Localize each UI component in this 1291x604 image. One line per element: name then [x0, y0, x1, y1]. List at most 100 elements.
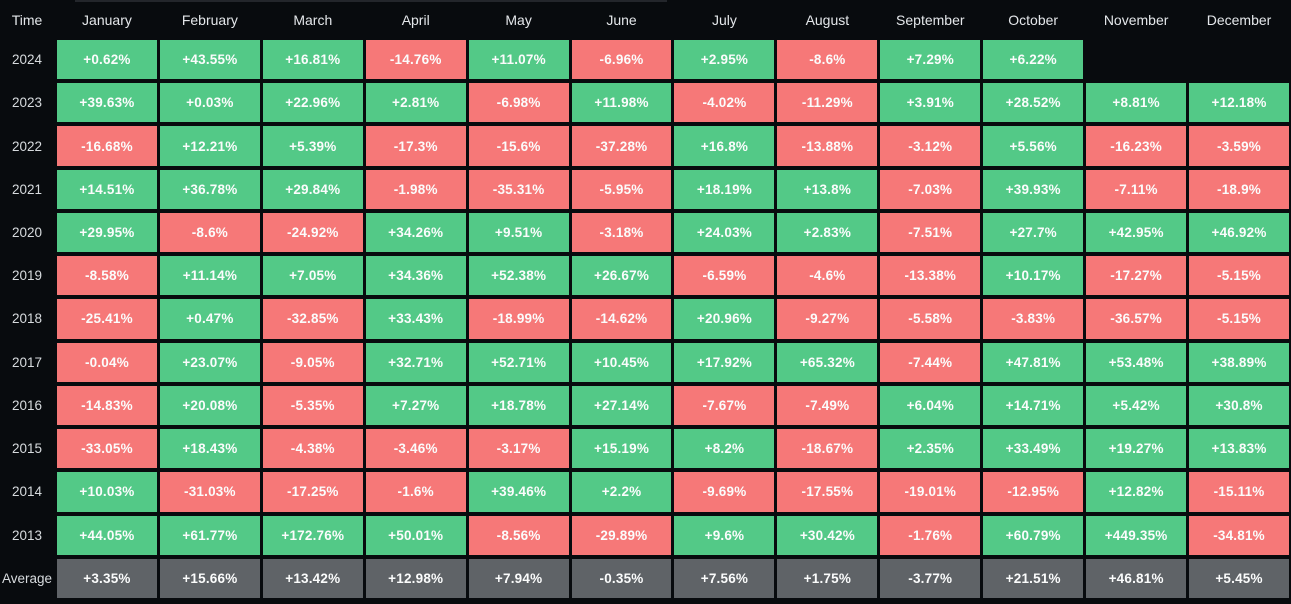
return-cell: +28.52% [983, 83, 1084, 123]
return-cell [1189, 40, 1289, 79]
month-header: May [505, 12, 532, 28]
return-cell: +14.71% [983, 385, 1084, 426]
month-header: July [711, 12, 737, 28]
return-cell: +16.81% [262, 40, 363, 80]
return-cell: -16.23% [1086, 126, 1187, 166]
return-cell: +36.78% [159, 169, 260, 209]
return-cell: +11.07% [468, 40, 569, 80]
return-cell: +6.04% [880, 385, 981, 426]
return-cell: +2.81% [365, 83, 466, 123]
return-cell: +50.01% [365, 515, 466, 555]
top-scroll-line [75, 0, 667, 2]
return-cell: +5.42% [1086, 385, 1187, 426]
return-cell: +449.35% [1086, 515, 1187, 555]
return-cell: -8.58% [57, 256, 157, 296]
return-cell: -3.17% [468, 429, 569, 469]
return-cell: +15.19% [571, 429, 672, 469]
return-cell: +29.95% [57, 212, 157, 253]
return-cell: -1.76% [880, 515, 981, 555]
return-cell: +22.96% [262, 83, 363, 123]
return-cell: +47.81% [983, 342, 1084, 382]
return-cell: +18.43% [159, 429, 260, 469]
return-cell: -17.27% [1086, 256, 1187, 296]
return-cell: +5.45% [1189, 558, 1289, 598]
return-cell: +39.93% [983, 169, 1084, 209]
return-cell: +5.56% [983, 126, 1084, 166]
return-cell: +21.51% [983, 558, 1084, 598]
return-cell: -34.81% [1189, 515, 1289, 555]
return-cell: +65.32% [777, 342, 878, 382]
row-label: 2016 [11, 397, 43, 413]
row-label: Average [1, 570, 53, 586]
return-cell: +2.35% [880, 429, 981, 469]
row-label: 2022 [11, 138, 43, 154]
return-cell: +10.17% [983, 256, 1084, 296]
return-cell: +7.29% [880, 40, 981, 80]
return-cell: -6.59% [674, 256, 775, 296]
return-cell: -9.05% [262, 342, 363, 382]
return-cell: +12.18% [1189, 83, 1289, 123]
return-cell: +7.56% [674, 558, 775, 598]
return-cell: -8.56% [468, 515, 569, 555]
return-cell: -4.02% [674, 83, 775, 123]
return-cell: +26.67% [571, 256, 672, 296]
return-cell: +18.19% [674, 169, 775, 209]
row-label: 2018 [11, 311, 43, 327]
return-cell: +10.45% [571, 342, 672, 382]
return-cell: -17.3% [365, 126, 466, 166]
return-cell: -14.62% [571, 299, 672, 339]
return-cell: -19.01% [880, 472, 981, 512]
return-cell: +30.8% [1189, 385, 1289, 426]
return-cell: +2.83% [777, 212, 878, 253]
return-cell: -14.76% [365, 40, 466, 80]
return-cell: -7.67% [674, 385, 775, 426]
return-cell: +14.51% [57, 169, 157, 209]
return-cell: +11.98% [571, 83, 672, 123]
return-cell: +13.42% [262, 558, 363, 598]
return-cell: +23.07% [159, 342, 260, 382]
return-cell: -1.6% [365, 472, 466, 512]
return-cell: +53.48% [1086, 342, 1187, 382]
row-label: 2013 [11, 527, 43, 543]
return-cell: -11.29% [777, 83, 878, 123]
return-cell: -18.9% [1189, 169, 1289, 209]
return-cell: -36.57% [1086, 299, 1187, 339]
return-cell: +10.03% [57, 472, 157, 512]
return-cell: +39.46% [468, 472, 569, 512]
return-cell: -32.85% [262, 299, 363, 339]
return-cell: +7.27% [365, 385, 466, 426]
return-cell: +2.95% [674, 40, 775, 80]
return-cell: +3.91% [880, 83, 981, 123]
return-cell: +0.62% [57, 40, 157, 80]
row-label: 2021 [11, 181, 43, 197]
corner-label: Time [11, 12, 43, 28]
return-cell: -18.99% [468, 299, 569, 339]
return-cell: -9.69% [674, 472, 775, 512]
return-cell: -7.49% [777, 385, 878, 426]
return-cell: +17.92% [674, 342, 775, 382]
month-header: November [1103, 12, 1169, 28]
return-cell: +0.03% [159, 83, 260, 123]
month-header: August [805, 12, 850, 28]
return-cell: -8.6% [159, 212, 260, 253]
return-cell: -18.67% [777, 429, 878, 469]
return-cell: -9.27% [777, 299, 878, 339]
return-cell: +24.03% [674, 212, 775, 253]
return-cell: -8.6% [777, 40, 878, 80]
return-cell: -37.28% [571, 126, 672, 166]
return-cell: +12.21% [159, 126, 260, 166]
return-cell: -31.03% [159, 472, 260, 512]
return-cell: -7.11% [1086, 169, 1187, 209]
return-cell: -7.44% [880, 342, 981, 382]
return-cell: -7.03% [880, 169, 981, 209]
return-cell: -3.77% [880, 558, 981, 598]
return-cell: -6.98% [468, 83, 569, 123]
month-header: September [896, 12, 965, 28]
return-cell: -5.35% [262, 385, 363, 426]
return-cell: -0.35% [571, 558, 672, 598]
row-label: 2015 [11, 441, 43, 457]
return-cell: +13.83% [1189, 429, 1289, 469]
return-cell: +34.26% [365, 212, 466, 253]
